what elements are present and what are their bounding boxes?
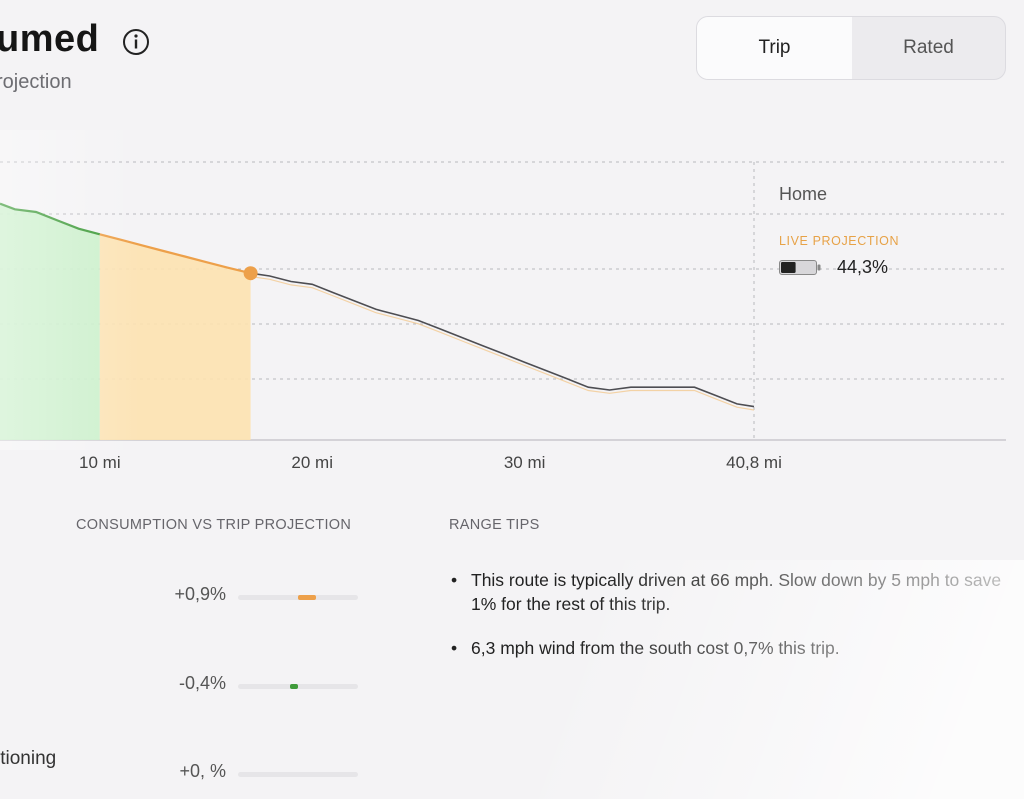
list-item: • This route is typically driven at 66 mp…: [449, 568, 1009, 616]
consumption-value: +0, %: [179, 761, 226, 781]
rated-tab[interactable]: Rated: [903, 37, 954, 58]
energy-chart: 10 mi 20 mi 30 mi 40,8 mi: [0, 161, 1006, 470]
consumption-value: +0,9%: [174, 584, 226, 604]
live-projection-label: LIVE PROJECTION: [779, 234, 900, 248]
consumption-row: +0, %: [130, 761, 370, 787]
page-subtitle: rojection: [0, 71, 72, 93]
page-title: umed: [0, 18, 100, 60]
range-tips-list: • This route is typically driven at 66 mp…: [449, 568, 1009, 680]
consumption-row: +0,9%: [130, 584, 370, 610]
list-item: • 6,3 mph wind from the south cost 0,7% t…: [449, 636, 1009, 660]
bullet-icon: •: [451, 570, 458, 590]
actual-line-green: [0, 202, 101, 236]
climate-row-label: itioning: [0, 748, 57, 769]
actual-line-orange: [99, 233, 251, 275]
battery-icon: [779, 260, 821, 275]
driven-area-orange: [99, 234, 251, 440]
battery-percent: 44,3%: [837, 257, 889, 277]
consumption-value: -0,4%: [178, 673, 226, 693]
tip-text: This route is typically driven at 66 mph…: [471, 570, 1002, 614]
consumption-track: [238, 595, 358, 600]
destination-label: Home: [779, 184, 828, 204]
consumption-track: [238, 684, 358, 689]
consumption-title: CONSUMPTION VS TRIP PROJECTION: [76, 517, 352, 533]
x-tick-label: 30 mi: [504, 453, 546, 470]
driven-area-green: [0, 203, 100, 440]
info-icon[interactable]: [122, 28, 150, 56]
consumption-bar: [290, 684, 298, 689]
projection-line: [250, 272, 755, 408]
bullet-icon: •: [451, 638, 458, 658]
consumption-row: -0,4%: [130, 673, 370, 699]
x-tick-label: 10 mi: [79, 453, 121, 470]
rated-projection-line: [250, 275, 755, 411]
x-tick-label: 20 mi: [291, 453, 333, 470]
range-tips-title: RANGE TIPS: [449, 517, 540, 533]
x-tick-label: 40,8 mi: [726, 453, 782, 470]
trip-tab[interactable]: Trip: [697, 17, 852, 79]
tip-text: 6,3 mph wind from the south cost 0,7% th…: [471, 638, 840, 658]
current-position-marker: [243, 266, 258, 281]
trip-rated-toggle: Trip Rated: [696, 16, 1006, 80]
consumption-track: [238, 772, 358, 777]
consumption-bar: [298, 595, 316, 600]
